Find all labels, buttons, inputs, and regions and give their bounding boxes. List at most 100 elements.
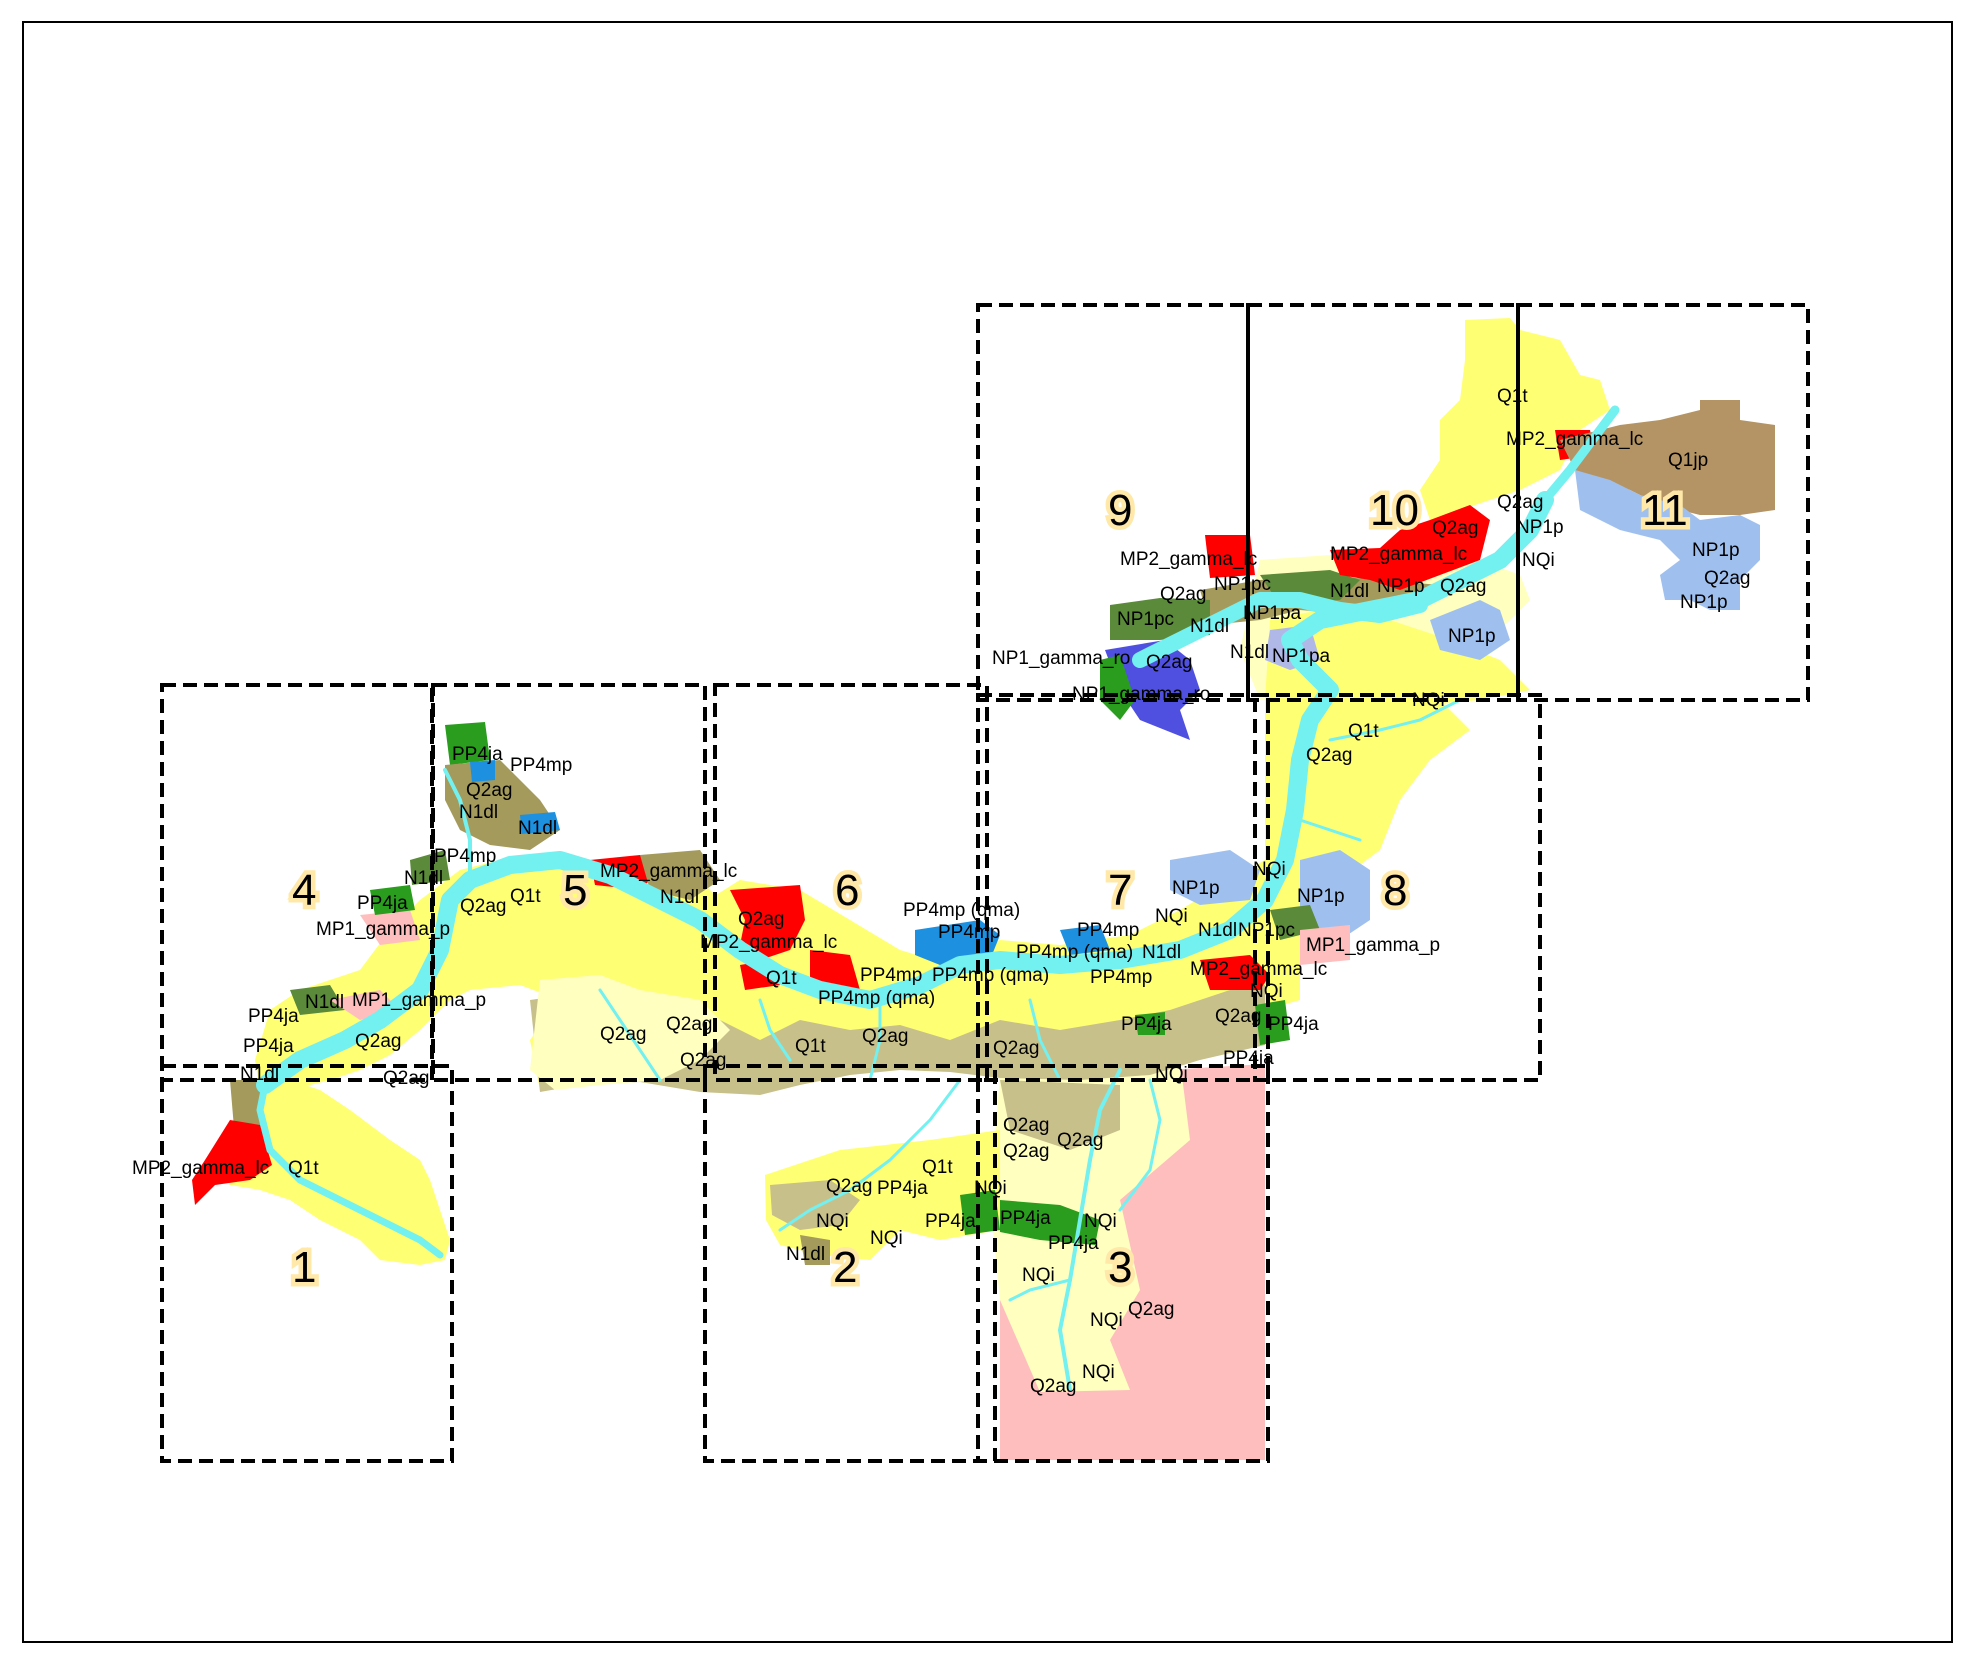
unit-label: PP4ja	[1223, 1048, 1274, 1069]
unit-label: Q2ag	[383, 1068, 429, 1089]
unit-label: PP4mp	[1077, 920, 1139, 941]
unit-label: NQi	[870, 1228, 903, 1249]
sheet-number-11: 11	[1642, 486, 1688, 535]
unit-label: Q2ag	[680, 1050, 726, 1071]
unit-label: N1dl	[1330, 581, 1369, 602]
unit-label: N1dl	[518, 818, 557, 839]
unit-label: Q1t	[1348, 721, 1379, 742]
unit-label: Q2ag	[1146, 652, 1192, 673]
sheet-index-frames	[160, 303, 1810, 1463]
unit-label: Q2ag	[1003, 1115, 1049, 1136]
unit-label: PP4mp (qma)	[1016, 942, 1133, 963]
tributary-sheet5-lower	[598, 988, 662, 1082]
unit-label: N1dl	[786, 1244, 825, 1265]
unit-label: NP1p	[1680, 592, 1728, 613]
main-river	[256, 491, 1554, 1094]
unit-NP1p-sheet11	[1575, 470, 1760, 610]
unit-label: NP1pc	[1117, 609, 1174, 630]
unit-label: MP2_gamma_lc	[132, 1158, 269, 1179]
unit-label: Q2ag	[1030, 1376, 1076, 1397]
unit-label: NP1pa	[1243, 603, 1302, 624]
map-frame	[22, 21, 1953, 1643]
unit-label: NP1_gamma_ro	[1072, 684, 1210, 705]
unit-MP2_gamma_lc-sheet6	[730, 885, 805, 960]
unit-N1dl-sheet2	[800, 1235, 830, 1265]
unit-label: N1dl	[1230, 642, 1269, 663]
unit-label: MP2_gamma_lc	[1506, 429, 1643, 450]
unit-label: Q1t	[510, 886, 541, 907]
unit-Q2ag-sheet2	[770, 1180, 860, 1230]
unit-label: N1dl	[1142, 942, 1181, 963]
unit-label: N1dl	[459, 802, 498, 823]
sheet-number-9: 9	[1108, 486, 1132, 535]
sheet-frame-9	[976, 303, 1250, 702]
unit-label: PP4mp	[434, 846, 496, 867]
sheet-frame-10	[1246, 303, 1520, 702]
sheet-frame-3	[976, 1064, 1270, 1463]
unit-MP1_gamma_p-sheet4	[360, 910, 420, 945]
unit-label: Q2ag	[993, 1038, 1039, 1059]
unit-label: NP1p	[1172, 878, 1220, 899]
sheet-number-4: 4	[292, 866, 316, 915]
unit-label: NQi	[1155, 1064, 1188, 1085]
unit-label: PP4ja	[243, 1036, 294, 1057]
unit-label: MP2_gamma_lc	[1330, 544, 1467, 565]
sheet-number-3: 3	[1108, 1243, 1132, 1292]
unit-label: NQi	[1250, 981, 1283, 1002]
unit-label: NQi	[1090, 1310, 1123, 1331]
unit-label: Q2ag	[1704, 568, 1750, 589]
unit-label: PP4ja	[1048, 1233, 1099, 1254]
sheet-number-1: 1	[292, 1243, 316, 1292]
sheet-number-6: 6	[835, 866, 859, 915]
unit-label: Q2ag	[466, 780, 512, 801]
unit-PP4ja-sheet3	[1000, 1200, 1100, 1245]
unit-MP2_gamma_lc-sheet9	[1205, 535, 1255, 578]
unit-label: PP4mp (qma)	[818, 988, 935, 1009]
unit-label: NQi	[1253, 859, 1286, 880]
unit-label: N1dl	[660, 887, 699, 908]
unit-label: NP1p	[1297, 886, 1345, 907]
unit-label: Q2ag	[738, 909, 784, 930]
unit-label: Q1t	[795, 1036, 826, 1057]
unit-PP4mp-sheet5	[470, 760, 495, 782]
unit-label: PP4ja	[877, 1178, 928, 1199]
unit-label: Q1t	[766, 968, 797, 989]
unit-label: N1dl	[1190, 616, 1229, 637]
unit-label: Q2ag	[1057, 1130, 1103, 1151]
unit-label: Q2ag	[1306, 745, 1352, 766]
unit-label: PP4ja	[1000, 1208, 1051, 1229]
unit-label: PP4mp	[938, 922, 1000, 943]
sheet-number-7: 7	[1108, 866, 1132, 915]
unit-label: MP2_gamma_lc	[1190, 959, 1327, 980]
unit-label: Q2ag	[1128, 1299, 1174, 1320]
unit-label: NP1pa	[1272, 646, 1331, 667]
tributary-sheet3-b	[1118, 1078, 1162, 1212]
unit-label: Q1t	[288, 1158, 319, 1179]
unit-label: PP4ja	[248, 1006, 299, 1027]
unit-Q1jp-sheet11	[1560, 400, 1775, 515]
unit-Q1t-sheet8	[1265, 690, 1470, 900]
main-river-lower	[256, 1081, 444, 1259]
unit-label: MP2_gamma_lc	[1120, 549, 1257, 570]
unit-label: NP1p	[1448, 626, 1496, 647]
unit-MP2_gamma_lc-sheet7-8	[1200, 955, 1270, 990]
sheet-frame-2	[703, 1064, 997, 1463]
unit-Q1t-sheet1	[215, 1080, 450, 1265]
unit-N1dl-sheet5-east	[640, 850, 720, 900]
unit-NP1_gamma_ro-sheet9	[1105, 640, 1200, 740]
unit-label: N1dl	[404, 868, 443, 889]
unit-label: N1dl	[1198, 920, 1237, 941]
unit-label: PP4mp (qma)	[903, 900, 1020, 921]
sheet-number-8: 8	[1383, 866, 1407, 915]
unit-label: NQi	[1084, 1211, 1117, 1232]
unit-NP1p-sheet8	[1300, 850, 1370, 940]
unit-label: NQi	[1155, 906, 1188, 927]
tributary-sheet8-b	[1298, 818, 1362, 842]
unit-Q2ag-sheet9-west	[1100, 655, 1135, 720]
unit-label: PP4ja	[1121, 1014, 1172, 1035]
tributary-sheet8-a	[1328, 698, 1462, 742]
sheet-number-2: 2	[833, 1243, 857, 1292]
unit-label: MP1_gamma_p	[1306, 935, 1440, 956]
unit-label: Q1jp	[1668, 450, 1708, 471]
unit-label: Q2ag	[1432, 518, 1478, 539]
